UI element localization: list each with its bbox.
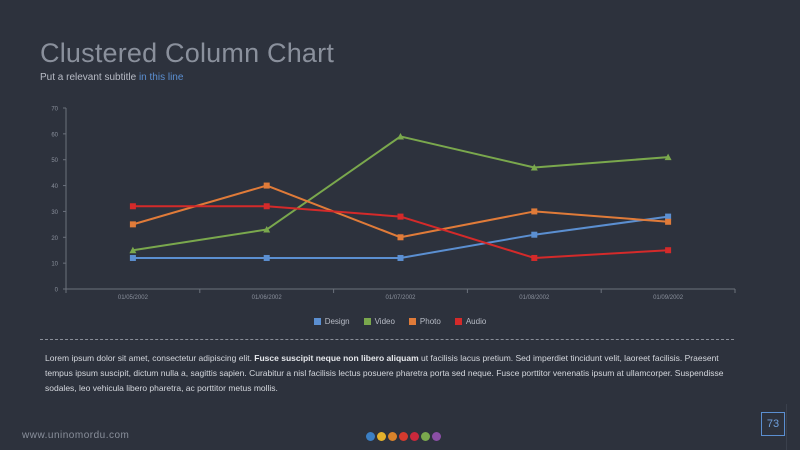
y-tick-label: 0: [55, 288, 59, 294]
data-point-audio: [531, 254, 538, 261]
color-dot: [377, 432, 386, 441]
series-line-video: [132, 135, 669, 252]
color-dots: [366, 432, 441, 441]
legend-swatch: [313, 318, 321, 325]
color-dot: [399, 432, 408, 441]
x-tick-label: 01/09/2002: [653, 295, 684, 301]
data-point-video: [129, 246, 137, 254]
data-point-video: [664, 153, 672, 161]
section-divider: [40, 339, 734, 340]
legend-swatch: [408, 318, 416, 325]
color-dot: [366, 432, 375, 441]
data-point-design: [665, 213, 672, 220]
color-dot: [432, 432, 441, 441]
legend-label: Design: [324, 317, 350, 326]
data-point-photo: [397, 234, 404, 241]
line-chart: 0 10 20 30 40 50 60 70 01/05/2002 01/06/2002 01/07…: [51, 107, 736, 301]
legend-item-photo: Photo: [408, 317, 441, 326]
y-tick-label: 70: [51, 107, 58, 113]
data-point-photo: [531, 208, 538, 215]
corner-decoration: [786, 404, 800, 450]
x-tick-label: 01/06/2002: [252, 295, 283, 301]
body-text-bold: Fusce suscipit neque non libero aliquam: [254, 353, 419, 363]
legend-item-design: Design: [313, 317, 350, 326]
data-point-audio: [397, 213, 404, 220]
legend-item-video: Video: [363, 317, 395, 326]
color-dot: [410, 432, 419, 441]
y-tick-label: 50: [51, 158, 58, 164]
y-tick-label: 10: [51, 262, 58, 268]
legend-swatch: [363, 318, 371, 325]
footer-url[interactable]: www.uninomordu.com: [22, 430, 130, 441]
body-text-2: ut facilisis lacus pretium. Sed imperdie…: [45, 353, 724, 393]
data-point-video: [397, 132, 404, 140]
data-point-audio: [129, 203, 136, 210]
body-text-1: Lorem ipsum dolor sit amet, consectetur …: [45, 353, 255, 363]
data-point-design: [129, 254, 136, 261]
y-tick-label: 20: [51, 236, 58, 242]
subtitle-highlight: in this line: [138, 72, 184, 83]
page-title: Clustered Column Chart: [40, 38, 335, 68]
legend-item-audio: Audio: [454, 317, 487, 326]
body-paragraph: Lorem ipsum dolor sit amet, consectetur …: [45, 351, 745, 396]
data-point-design: [397, 254, 404, 261]
color-dot: [388, 432, 397, 441]
legend-label: Video: [374, 317, 395, 326]
data-point-audio: [665, 247, 672, 254]
subtitle-text: Put a relevant subtitle: [40, 72, 139, 83]
y-tick-label: 60: [51, 132, 58, 138]
x-tick-label: 01/07/2002: [385, 295, 416, 301]
chart-legend: Design Video Photo Audio: [0, 317, 800, 326]
page-subtitle: Put a relevant subtitle in this line: [40, 72, 183, 83]
y-tick-label: 30: [51, 210, 58, 216]
legend-swatch: [454, 318, 462, 325]
x-tick-label: 01/08/2002: [519, 295, 550, 301]
data-point-design: [263, 254, 270, 261]
legend-label: Photo: [419, 317, 441, 326]
page-number-badge: 73: [761, 412, 785, 436]
data-point-video: [530, 163, 538, 171]
color-dot: [421, 432, 430, 441]
data-point-photo: [263, 182, 270, 189]
series-line-photo: [132, 184, 669, 239]
data-point-photo: [665, 218, 672, 225]
x-tick-label: 01/05/2002: [118, 295, 149, 301]
legend-label: Audio: [465, 317, 487, 326]
y-tick-label: 40: [51, 184, 58, 190]
data-point-video: [263, 226, 271, 233]
data-point-audio: [263, 203, 270, 210]
data-point-design: [531, 231, 538, 238]
data-point-photo: [129, 221, 136, 228]
